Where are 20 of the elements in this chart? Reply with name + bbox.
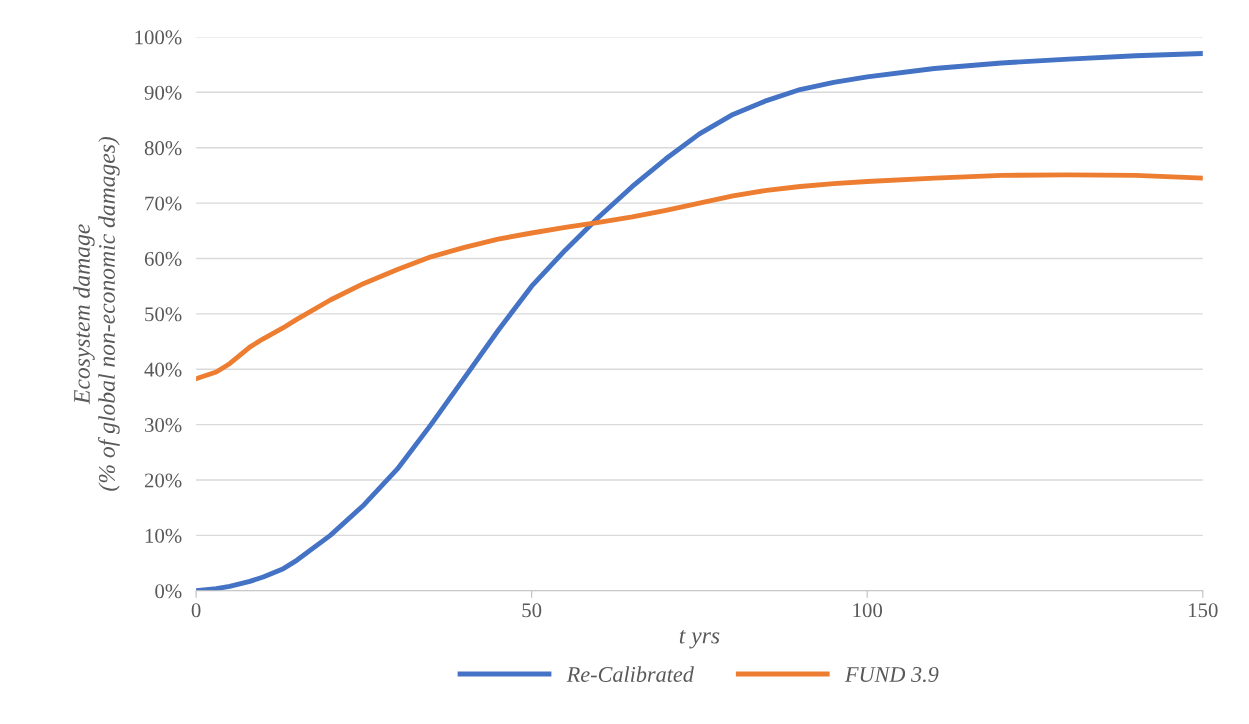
x-axis-title: t yrs <box>679 630 720 649</box>
x-tick-label: 100 <box>853 603 883 618</box>
y-tick-label: 10% <box>145 528 182 543</box>
y-tick-label: 50% <box>145 307 182 322</box>
y-tick-label: 20% <box>144 473 182 488</box>
y-tick-label: 100% <box>135 30 182 45</box>
x-tick-label: 0 <box>191 603 201 618</box>
y-tick-label: 80% <box>144 141 182 156</box>
y-tick-label: 60% <box>144 251 182 266</box>
legend-label: FUND 3.9 <box>844 667 939 683</box>
y-tick-label: 0% <box>155 584 182 599</box>
line-series <box>196 172 1203 382</box>
y-tick-label: 90% <box>144 85 182 100</box>
y-tick-label: 40% <box>144 362 182 377</box>
legend-label: Re-Calibrated <box>566 666 694 682</box>
x-tick-label: 150 <box>1188 603 1218 618</box>
y-tick-label: 70% <box>145 196 182 211</box>
y-axis-title: Ecosystem damage (% of global non-economic damages) <box>73 136 120 491</box>
y-tick-label: 30% <box>145 418 182 433</box>
x-tick-label: 50 <box>522 603 542 618</box>
